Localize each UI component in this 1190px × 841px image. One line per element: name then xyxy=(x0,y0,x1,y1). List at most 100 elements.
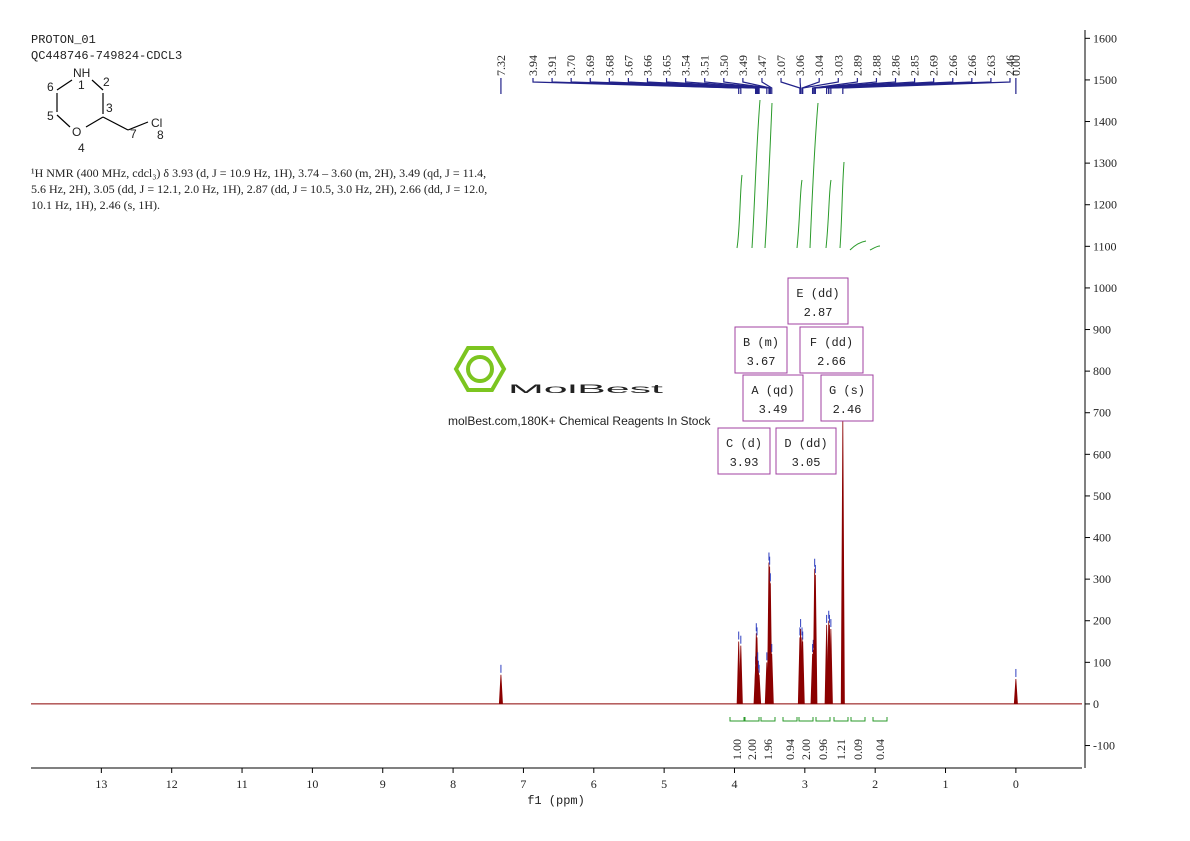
multiplet-shift: 2.46 xyxy=(833,403,862,417)
multiplet-box xyxy=(734,326,788,374)
peak-label: 2.88 xyxy=(869,55,883,76)
integral-bracket xyxy=(850,717,866,722)
peak-label: 3.65 xyxy=(660,55,674,76)
multiplet-shift: 3.05 xyxy=(792,456,821,470)
integral-label: 1.96 xyxy=(761,739,775,760)
peak-label: 2.69 xyxy=(927,55,941,76)
watermark-text: molBest.com,180K+ Chemical Reagents In S… xyxy=(448,414,711,428)
peak-label: 3.04 xyxy=(812,55,826,76)
peak-label: 3.51 xyxy=(698,55,712,76)
peak-label: 2.46 xyxy=(1003,55,1017,76)
peak-label: 7.32 xyxy=(494,55,508,76)
multiplet-box xyxy=(799,326,864,374)
integral-label: 1.00 xyxy=(730,739,744,760)
y-tick-label: 1400 xyxy=(1093,115,1117,129)
peak-label-connector xyxy=(761,78,773,94)
peak-label-connector xyxy=(801,78,820,94)
peak-label: 3.49 xyxy=(736,55,750,76)
integral-label: 0.94 xyxy=(783,739,797,760)
peak xyxy=(757,674,762,704)
peak-label: 2.89 xyxy=(850,55,864,76)
peak-label-connector xyxy=(842,78,1011,94)
peak-label: 3.47 xyxy=(755,55,769,76)
peak-label: 3.91 xyxy=(545,55,559,76)
y-tick-label: 100 xyxy=(1093,655,1111,669)
peak-label-connector xyxy=(646,78,759,94)
integral-bracket xyxy=(833,717,849,722)
peak-label: 3.03 xyxy=(831,55,845,76)
peak-label: 3.07 xyxy=(774,55,788,76)
nmr-description: 10.1 Hz, 1H), 2.46 (s, 1H). xyxy=(31,198,160,212)
x-tick-label: 6 xyxy=(591,777,597,791)
peak xyxy=(769,654,774,704)
peak xyxy=(813,574,818,704)
peak-label: 3.06 xyxy=(793,55,807,76)
structure xyxy=(56,79,149,131)
integral-bracket xyxy=(729,717,745,722)
y-tick-label: 300 xyxy=(1093,572,1111,586)
multiplet-box xyxy=(787,277,849,325)
peak-label: 3.54 xyxy=(679,55,693,76)
multiplet-shift: 2.87 xyxy=(804,306,833,320)
x-tick-label: 11 xyxy=(236,777,248,791)
multiplet-label: A (qd) xyxy=(751,384,794,398)
peak-label: 3.70 xyxy=(564,55,578,76)
structure-label: 1 xyxy=(78,78,85,92)
integral-bracket xyxy=(798,717,814,722)
peak xyxy=(800,641,805,704)
x-tick-label: 9 xyxy=(380,777,386,791)
y-tick-label: 1500 xyxy=(1093,73,1117,87)
structure-label: 7 xyxy=(130,127,137,141)
y-tick-label: 600 xyxy=(1093,447,1111,461)
peak-label-connector xyxy=(665,78,760,94)
header-text: PROTON_01 xyxy=(31,33,96,47)
peak-label: 3.67 xyxy=(621,55,635,76)
peak-label-connector xyxy=(802,78,839,94)
structure-label: 5 xyxy=(47,109,54,123)
watermark-logo xyxy=(453,346,507,392)
structure-label: 8 xyxy=(157,128,164,142)
peak xyxy=(738,645,743,704)
structure-label: 4 xyxy=(78,141,85,155)
integral-label: 2.00 xyxy=(745,739,759,760)
peak-label: 3.66 xyxy=(640,55,654,76)
y-tick-label: 800 xyxy=(1093,364,1111,378)
y-tick-label: 1600 xyxy=(1093,31,1117,45)
nmr-description: 5.6 Hz, 2H), 3.05 (dd, J = 12.1, 2.0 Hz,… xyxy=(31,182,487,196)
peak-label: 2.63 xyxy=(984,55,998,76)
multiplet-box xyxy=(775,427,837,475)
y-tick-label: 0 xyxy=(1093,697,1099,711)
peak xyxy=(498,674,503,704)
x-tick-label: 8 xyxy=(450,777,456,791)
x-tick-label: 0 xyxy=(1013,777,1019,791)
y-tick-label: 700 xyxy=(1093,406,1111,420)
multiplet-label: F (dd) xyxy=(810,336,853,350)
peak-label: 3.94 xyxy=(526,55,540,76)
multiplet-label: B (m) xyxy=(743,336,779,350)
y-tick-label: 500 xyxy=(1093,489,1111,503)
peak-label-connector xyxy=(723,78,771,94)
peak-label: 0.00 xyxy=(1009,55,1023,76)
y-tick-label: 1300 xyxy=(1093,156,1117,170)
structure-label: 2 xyxy=(103,75,110,89)
multiplet-box xyxy=(820,374,874,422)
peak-label: 3.69 xyxy=(583,55,597,76)
multiplet-box xyxy=(717,427,771,475)
multiplet-shift: 3.93 xyxy=(730,456,759,470)
multiplet-shift: 2.66 xyxy=(817,355,846,369)
structure-label: Cl xyxy=(151,116,162,130)
integral-label: 0.96 xyxy=(816,739,830,760)
peak-label: 3.68 xyxy=(602,55,616,76)
peak-label-connector xyxy=(814,78,916,94)
structure-label: 3 xyxy=(106,101,113,115)
peak xyxy=(840,419,845,704)
multiplet-label: C (d) xyxy=(726,437,762,451)
structure-label: NH xyxy=(73,66,90,80)
nmr-description: ¹H NMR (400 MHz, cdcl₃) δ 3.93 (d, J = 1… xyxy=(31,166,486,180)
y-tick-label: 900 xyxy=(1093,323,1111,337)
peak-label-connector xyxy=(704,78,770,94)
x-tick-label: 10 xyxy=(306,777,318,791)
integral-label: 0.04 xyxy=(873,739,887,760)
peak xyxy=(828,629,833,704)
